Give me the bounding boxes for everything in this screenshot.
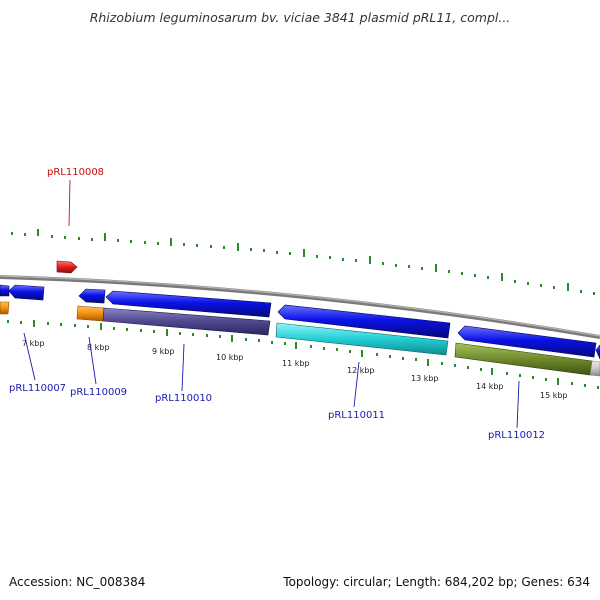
gene-label-pRL110012[interactable]: pRL110012 [488, 430, 545, 441]
gene-blue-1[interactable] [0, 284, 10, 297]
scale-tick-label: 15 kbp [540, 391, 568, 400]
gene-blue-4[interactable] [105, 290, 272, 318]
upper-tick-track [11, 229, 595, 295]
bar-orange-1[interactable] [0, 301, 10, 315]
genome-backbone [0, 275, 600, 339]
scale-labels: 7 kbp 8 kbp 9 kbp 10 kbp 11 kbp 12 kbp 1… [22, 339, 568, 400]
bar-cyan[interactable] [275, 322, 449, 356]
gene-label-pRL110010[interactable]: pRL110010 [155, 393, 212, 404]
scale-tick-label: 11 kbp [282, 359, 310, 368]
gene-label-pRL110009[interactable]: pRL110009 [70, 387, 127, 398]
gene-blue-6[interactable] [457, 325, 597, 358]
bar-purple[interactable] [102, 307, 271, 336]
gene-pRL110008[interactable] [56, 260, 78, 274]
gene-blue-2[interactable] [8, 284, 45, 301]
gene-blue-7[interactable] [595, 344, 600, 360]
gene-labels: pRL110008 pRL110007 pRL110009 pRL110010 … [9, 167, 545, 441]
scale-tick-label: 7 kbp [22, 339, 44, 348]
bar-grey[interactable] [589, 360, 600, 377]
gene-label-pRL110008[interactable]: pRL110008 [47, 167, 104, 178]
accession-text: Accession: NC_008384 [9, 575, 146, 589]
lower-tick-track [7, 320, 599, 389]
scale-tick-label: 8 kbp [87, 343, 109, 352]
map-title: Rhizobium leguminosarum bv. viciae 3841 … [89, 10, 511, 25]
genome-summary-text: Topology: circular; Length: 684,202 bp; … [283, 575, 590, 589]
scale-tick-label: 10 kbp [216, 353, 244, 362]
scale-tick-label: 13 kbp [411, 374, 439, 383]
gene-blue-3[interactable] [78, 288, 106, 304]
gene-label-pRL110011[interactable]: pRL110011 [328, 410, 385, 421]
scale-tick-label: 12 kbp [347, 366, 375, 375]
scale-tick-label: 14 kbp [476, 382, 504, 391]
reverse-gene-track [0, 284, 600, 360]
scale-tick-label: 9 kbp [152, 347, 174, 356]
gene-blue-5[interactable] [277, 304, 451, 339]
bar-orange-2[interactable] [76, 305, 105, 322]
gene-label-pRL110007[interactable]: pRL110007 [9, 383, 66, 394]
function-track [0, 301, 600, 377]
label-leaders [23, 179, 520, 429]
